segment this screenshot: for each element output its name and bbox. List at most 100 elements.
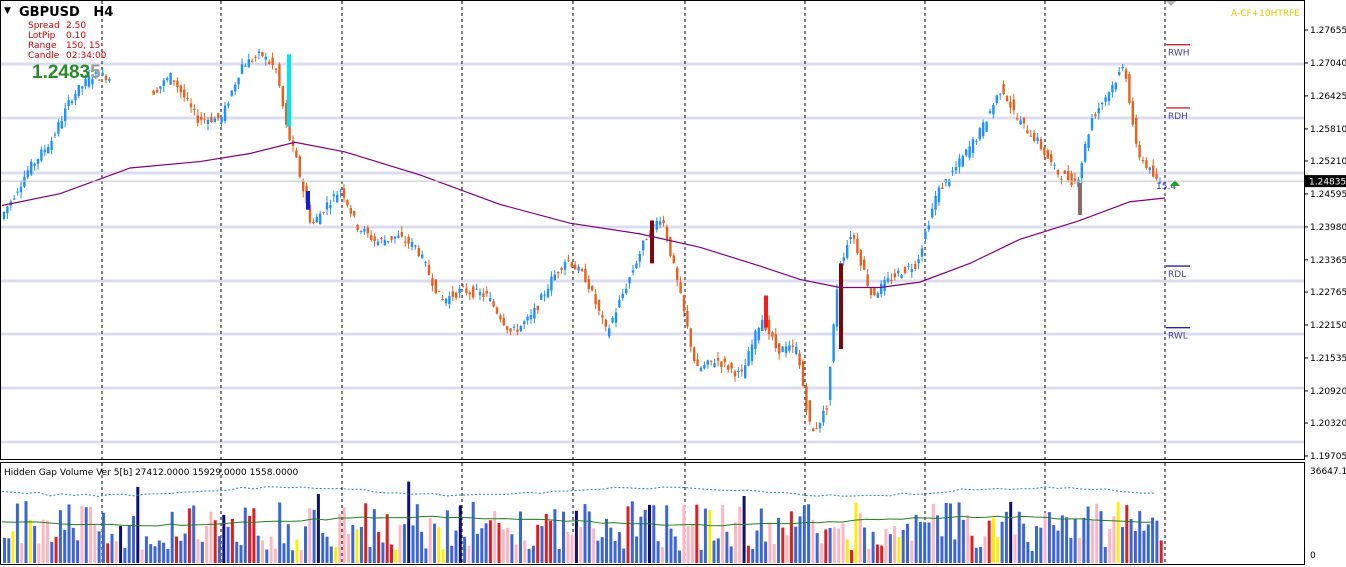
- candle-body: [223, 105, 227, 121]
- candle-body: [866, 274, 869, 286]
- candle-body: [60, 120, 63, 129]
- candle-body: [1073, 178, 1077, 183]
- candle-body: [461, 285, 465, 287]
- scroll-marker-icon: [1166, 1, 1176, 6]
- volume-bar: [205, 526, 209, 563]
- candle-body: [1009, 101, 1012, 108]
- volume-bar: [450, 545, 454, 563]
- candle-body: [611, 317, 614, 323]
- volume-bar: [200, 541, 204, 563]
- grid-band: [1, 116, 1304, 120]
- candle-body: [988, 111, 992, 114]
- candle-body: [101, 72, 104, 76]
- price-tick-label: 1.22765: [1310, 288, 1346, 298]
- volume-bar: [153, 546, 157, 563]
- volume-bar: [1116, 502, 1120, 563]
- candle-body: [533, 308, 536, 319]
- grid-band: [1, 171, 1304, 175]
- volume-bar: [1039, 527, 1043, 563]
- candle-body: [604, 319, 607, 327]
- candle-body: [356, 224, 359, 231]
- candle-body: [597, 300, 601, 311]
- price-tick-label: 1.25810: [1310, 125, 1346, 135]
- volume-bar: [626, 506, 630, 563]
- volume-bar: [639, 516, 643, 563]
- candle-body: [213, 118, 216, 123]
- candle-body: [387, 240, 390, 242]
- volume-bar: [273, 548, 277, 563]
- volume-bar: [1146, 524, 1150, 563]
- candlesticks: [2, 48, 1162, 433]
- volume-bar: [613, 540, 617, 563]
- volume-bar: [983, 536, 987, 563]
- candle-body: [570, 262, 573, 268]
- volume-bar: [248, 515, 252, 563]
- candle-body: [302, 180, 305, 192]
- volume-bar: [832, 527, 836, 563]
- candle-body: [863, 259, 866, 270]
- candle-body: [349, 208, 352, 214]
- price-axis[interactable]: 1.27655 1.27040 1.26425 1.25810 1.25210 1.245…: [1304, 26, 1346, 561]
- volume-bar: [768, 523, 772, 563]
- candle-body: [36, 159, 40, 164]
- volume-bar: [837, 528, 841, 563]
- candle-body: [67, 100, 70, 106]
- volume-bar: [923, 522, 927, 563]
- candle-body: [183, 89, 186, 98]
- candle-body: [948, 179, 951, 186]
- candle-body: [869, 288, 873, 296]
- volume-bar: [110, 533, 114, 563]
- chart-menu-icon[interactable]: ▼: [4, 6, 11, 16]
- volume-subwindow-frame: [0, 462, 1305, 565]
- candle-body: [288, 125, 291, 141]
- candle-body: [189, 103, 193, 108]
- volume-bar: [398, 525, 402, 563]
- candle-body: [1012, 99, 1015, 111]
- volume-bar: [80, 505, 84, 563]
- candle-row: Candle 02:34:00: [28, 51, 106, 61]
- candle-body: [373, 236, 376, 241]
- volume-bar: [7, 538, 11, 563]
- volume-bar: [691, 523, 694, 563]
- candle-body: [910, 269, 913, 273]
- volume-bar: [544, 513, 548, 563]
- volume-indicator-title: Hidden Gap Volume Ver 5[b] 27412.0000 15…: [4, 468, 299, 478]
- volume-bar: [127, 525, 131, 563]
- gap-candle: [306, 191, 310, 210]
- candle-body: [614, 312, 618, 323]
- volume-bar: [261, 540, 264, 563]
- candle-body: [162, 80, 165, 86]
- candle-body: [992, 104, 995, 115]
- candle-body: [951, 170, 954, 172]
- candle-body: [635, 263, 638, 268]
- current-price-label: 1.24835: [1309, 178, 1346, 188]
- candle-body: [713, 363, 716, 367]
- volume-bar: [918, 521, 922, 563]
- volume-bar: [540, 526, 544, 563]
- volume-bar: [1060, 515, 1064, 563]
- candle-body: [274, 68, 278, 70]
- candle-body: [965, 149, 968, 156]
- volume-bar: [3, 537, 6, 563]
- candle-body: [482, 293, 485, 297]
- volume-bar: [484, 523, 488, 563]
- candle-body: [234, 84, 237, 92]
- candle-body: [397, 235, 400, 238]
- volume-bar: [46, 520, 49, 563]
- candle-body: [580, 269, 584, 271]
- candle-body: [682, 295, 686, 312]
- volume-bar: [901, 529, 905, 563]
- volume-bar: [493, 511, 497, 563]
- volume-bar: [940, 536, 944, 563]
- volume-bar: [67, 504, 71, 563]
- volume-bar: [1086, 506, 1090, 563]
- up-arrow-icon: [1170, 180, 1180, 186]
- candle-body: [767, 319, 771, 335]
- candle-body: [370, 235, 373, 240]
- volume-bar: [1052, 525, 1056, 563]
- candle-body: [883, 280, 886, 291]
- volume-bar: [820, 543, 823, 563]
- candle-body: [1135, 117, 1138, 144]
- volume-bar: [635, 536, 639, 563]
